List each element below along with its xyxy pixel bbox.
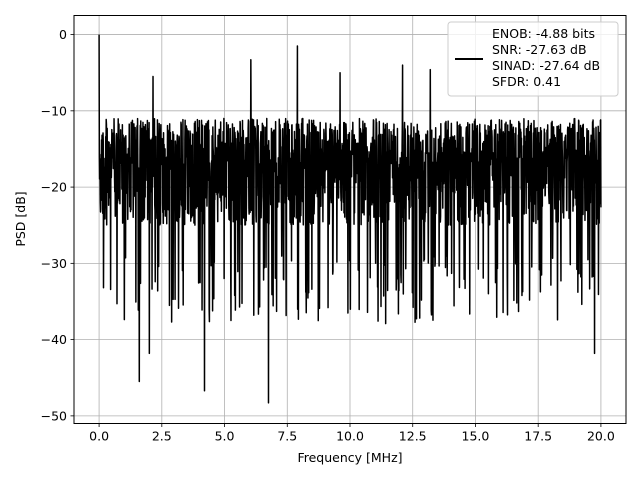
y-tick-label: 0 [59,27,67,42]
x-tick-label: 2.5 [152,429,172,444]
x-axis-label: Frequency [MHz] [297,450,402,465]
y-tick-label: −20 [41,180,67,195]
x-tick-label: 0.0 [89,429,109,444]
y-tick-label: −40 [41,332,67,347]
y-tick-label: −30 [41,256,67,271]
y-axis-ticks: 0 −10 −20 −30 −40 −50 [41,27,74,423]
legend-label-line: SFDR: 0.41 [492,74,561,89]
legend-label: ENOB: -4.88 bits SNR: -27.63 dB SINAD: -27… [492,26,600,89]
series-line [98,34,602,404]
psd-series-line [98,34,602,404]
legend-label-line: ENOB: -4.88 bits [492,26,595,41]
x-tick-label: 15.0 [462,429,490,444]
x-axis-ticks: 0.0 2.5 5.0 7.5 10.0 12.5 15.0 17.5 20.0 [89,423,615,444]
x-tick-label: 5.0 [215,429,235,444]
y-axis-label: PSD [dB] [13,191,28,246]
x-tick-label: 12.5 [399,429,427,444]
legend-label-line: SNR: -27.63 dB [492,42,587,57]
y-tick-label: −50 [41,408,67,423]
y-tick-label: −10 [41,103,67,118]
legend-label-line: SINAD: -27.64 dB [492,58,600,73]
legend: ENOB: -4.88 bits SNR: -27.63 dB SINAD: -27… [447,21,619,97]
legend-box [447,21,619,97]
x-tick-label: 17.5 [524,429,552,444]
x-tick-label: 7.5 [277,429,297,444]
x-tick-label: 20.0 [587,429,615,444]
x-tick-label: 10.0 [336,429,364,444]
